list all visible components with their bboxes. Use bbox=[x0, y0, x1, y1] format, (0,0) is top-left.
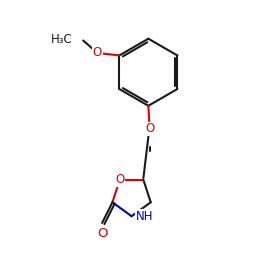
Text: O: O bbox=[115, 173, 124, 186]
Text: H₃C: H₃C bbox=[51, 33, 72, 46]
Text: O: O bbox=[93, 46, 102, 59]
Text: O: O bbox=[97, 227, 107, 240]
Text: NH: NH bbox=[135, 210, 153, 223]
Text: O: O bbox=[145, 123, 154, 135]
